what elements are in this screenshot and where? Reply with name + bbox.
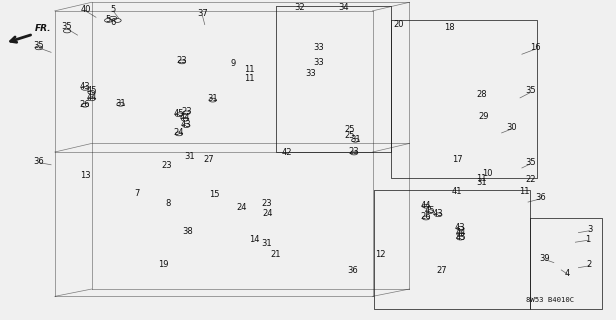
Text: 36: 36 bbox=[347, 266, 358, 276]
Text: 10: 10 bbox=[482, 169, 493, 178]
Text: 17: 17 bbox=[452, 155, 463, 164]
Text: 1: 1 bbox=[585, 235, 590, 244]
Text: 43: 43 bbox=[181, 120, 192, 129]
Text: 27: 27 bbox=[437, 266, 447, 276]
Text: 41: 41 bbox=[452, 187, 462, 196]
Text: 33: 33 bbox=[306, 69, 317, 78]
Text: 35: 35 bbox=[525, 158, 536, 167]
Text: 2: 2 bbox=[587, 260, 592, 269]
Text: 11: 11 bbox=[245, 74, 255, 83]
Text: 26: 26 bbox=[421, 212, 431, 221]
Text: 31: 31 bbox=[115, 99, 126, 108]
Text: 45: 45 bbox=[455, 233, 466, 242]
Text: 33: 33 bbox=[314, 43, 325, 52]
Text: 6: 6 bbox=[110, 18, 116, 27]
Text: 8: 8 bbox=[165, 198, 171, 207]
Text: 24: 24 bbox=[263, 209, 274, 218]
Text: 19: 19 bbox=[158, 260, 169, 269]
Text: 45: 45 bbox=[174, 109, 184, 118]
Text: 40: 40 bbox=[80, 5, 91, 14]
Text: 36: 36 bbox=[535, 193, 546, 202]
Text: 44: 44 bbox=[421, 201, 431, 210]
Text: 12: 12 bbox=[375, 251, 386, 260]
Text: 44: 44 bbox=[86, 93, 97, 102]
Text: 15: 15 bbox=[209, 190, 220, 199]
Text: 11: 11 bbox=[245, 65, 255, 74]
Text: 31: 31 bbox=[476, 179, 487, 188]
Text: 34: 34 bbox=[338, 3, 349, 12]
Text: 31: 31 bbox=[185, 152, 195, 161]
Text: 5: 5 bbox=[110, 5, 116, 14]
Text: 25: 25 bbox=[344, 125, 355, 134]
Text: 43: 43 bbox=[433, 209, 444, 218]
Text: 44: 44 bbox=[455, 228, 466, 237]
Text: 33: 33 bbox=[314, 58, 325, 67]
Text: 35: 35 bbox=[33, 41, 44, 51]
Text: 8W53 B4010C: 8W53 B4010C bbox=[526, 297, 574, 303]
Text: 11: 11 bbox=[476, 174, 487, 183]
Text: 28: 28 bbox=[476, 90, 487, 99]
Text: 35: 35 bbox=[62, 22, 73, 31]
Text: 7: 7 bbox=[134, 189, 140, 198]
Text: 31: 31 bbox=[208, 94, 218, 103]
Text: 18: 18 bbox=[444, 23, 455, 32]
Text: 36: 36 bbox=[33, 157, 44, 166]
Text: 4: 4 bbox=[565, 268, 570, 278]
Text: 20: 20 bbox=[393, 20, 403, 29]
Text: 45: 45 bbox=[424, 206, 435, 215]
Text: 31: 31 bbox=[350, 135, 360, 144]
Text: 32: 32 bbox=[294, 3, 306, 12]
Text: 44: 44 bbox=[180, 114, 190, 123]
Text: 16: 16 bbox=[530, 43, 541, 52]
Text: 23: 23 bbox=[261, 199, 272, 208]
Text: 31: 31 bbox=[261, 239, 272, 248]
Text: 21: 21 bbox=[271, 251, 282, 260]
Text: 45: 45 bbox=[86, 86, 97, 95]
Text: 35: 35 bbox=[525, 86, 536, 95]
Text: 23: 23 bbox=[181, 107, 192, 116]
Text: 13: 13 bbox=[80, 171, 91, 180]
Text: 43: 43 bbox=[455, 223, 466, 232]
Text: 43: 43 bbox=[79, 82, 90, 91]
Text: 23: 23 bbox=[161, 161, 172, 170]
Text: FR.: FR. bbox=[34, 24, 51, 33]
Text: 26: 26 bbox=[79, 100, 90, 109]
Text: 11: 11 bbox=[519, 187, 530, 196]
Text: 3: 3 bbox=[587, 225, 592, 234]
Text: 30: 30 bbox=[507, 123, 517, 132]
Text: 25: 25 bbox=[344, 131, 355, 140]
Text: 39: 39 bbox=[540, 254, 550, 263]
Text: 24: 24 bbox=[237, 203, 247, 212]
Text: 14: 14 bbox=[249, 235, 259, 244]
Text: 9: 9 bbox=[230, 59, 236, 68]
Text: 24: 24 bbox=[174, 128, 184, 137]
Text: 37: 37 bbox=[197, 9, 208, 18]
Text: 42: 42 bbox=[282, 148, 292, 156]
Text: 5: 5 bbox=[105, 15, 111, 24]
Text: 27: 27 bbox=[203, 155, 214, 164]
Text: 23: 23 bbox=[177, 56, 187, 65]
Text: 29: 29 bbox=[478, 113, 488, 122]
Text: 23: 23 bbox=[349, 147, 359, 156]
Text: 22: 22 bbox=[525, 175, 536, 184]
Text: 38: 38 bbox=[183, 227, 193, 236]
